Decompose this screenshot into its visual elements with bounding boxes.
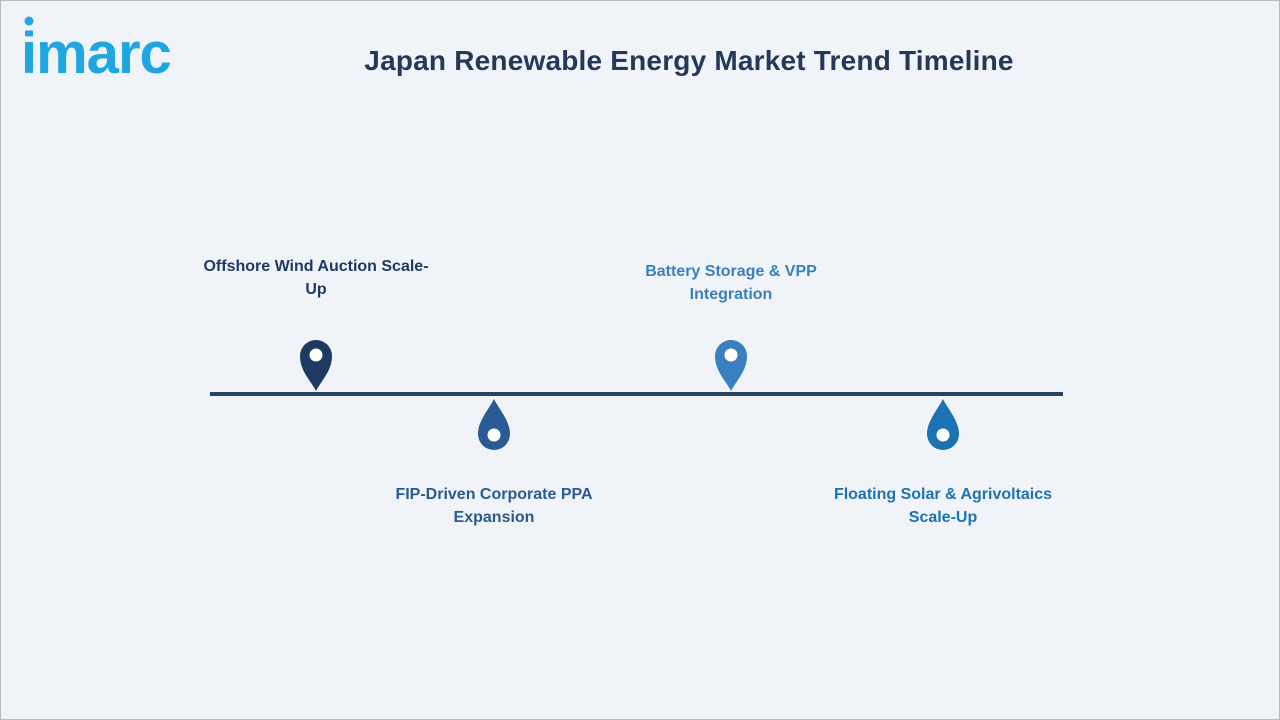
map-pin-icon	[300, 340, 332, 391]
milestone-label-4: Floating Solar & Agrivoltaics Scale-Up	[833, 486, 1053, 526]
page-title: Japan Renewable Energy Market Trend Time…	[364, 45, 1014, 76]
milestone-label-3: Battery Storage & VPP Integration	[645, 263, 817, 303]
logo-text: imarc	[21, 21, 171, 81]
drop-pin-icon	[927, 399, 959, 450]
timeline-line	[210, 392, 1063, 396]
map-pin-icon	[715, 340, 747, 391]
milestone-label-2: FIP-Driven Corporate PPA Expansion	[395, 486, 593, 526]
milestone-label-1: Offshore Wind Auction Scale-Up	[203, 258, 429, 298]
drop-pin-icon	[478, 399, 510, 450]
imarc-logo: imarc	[21, 16, 172, 81]
